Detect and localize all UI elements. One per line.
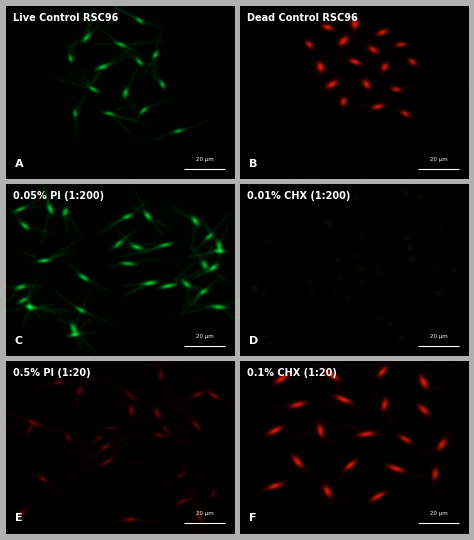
Text: D: D <box>249 336 258 346</box>
Text: 0.01% CHX (1:200): 0.01% CHX (1:200) <box>246 191 350 200</box>
Text: 20 μm: 20 μm <box>430 511 447 516</box>
Text: 20 μm: 20 μm <box>196 334 213 339</box>
Text: 0.05% PI (1:200): 0.05% PI (1:200) <box>12 191 104 200</box>
Text: Live Control RSC96: Live Control RSC96 <box>12 14 118 23</box>
Text: F: F <box>249 513 256 523</box>
Text: E: E <box>15 513 22 523</box>
Text: 0.1% CHX (1:20): 0.1% CHX (1:20) <box>246 368 337 377</box>
Text: 20 μm: 20 μm <box>196 157 213 162</box>
Text: B: B <box>249 159 257 169</box>
Text: 20 μm: 20 μm <box>196 511 213 516</box>
Text: 20 μm: 20 μm <box>430 157 447 162</box>
Text: 0.5% PI (1:20): 0.5% PI (1:20) <box>12 368 90 377</box>
Text: C: C <box>15 336 23 346</box>
Text: Dead Control RSC96: Dead Control RSC96 <box>246 14 357 23</box>
Text: A: A <box>15 159 23 169</box>
Text: 20 μm: 20 μm <box>430 334 447 339</box>
